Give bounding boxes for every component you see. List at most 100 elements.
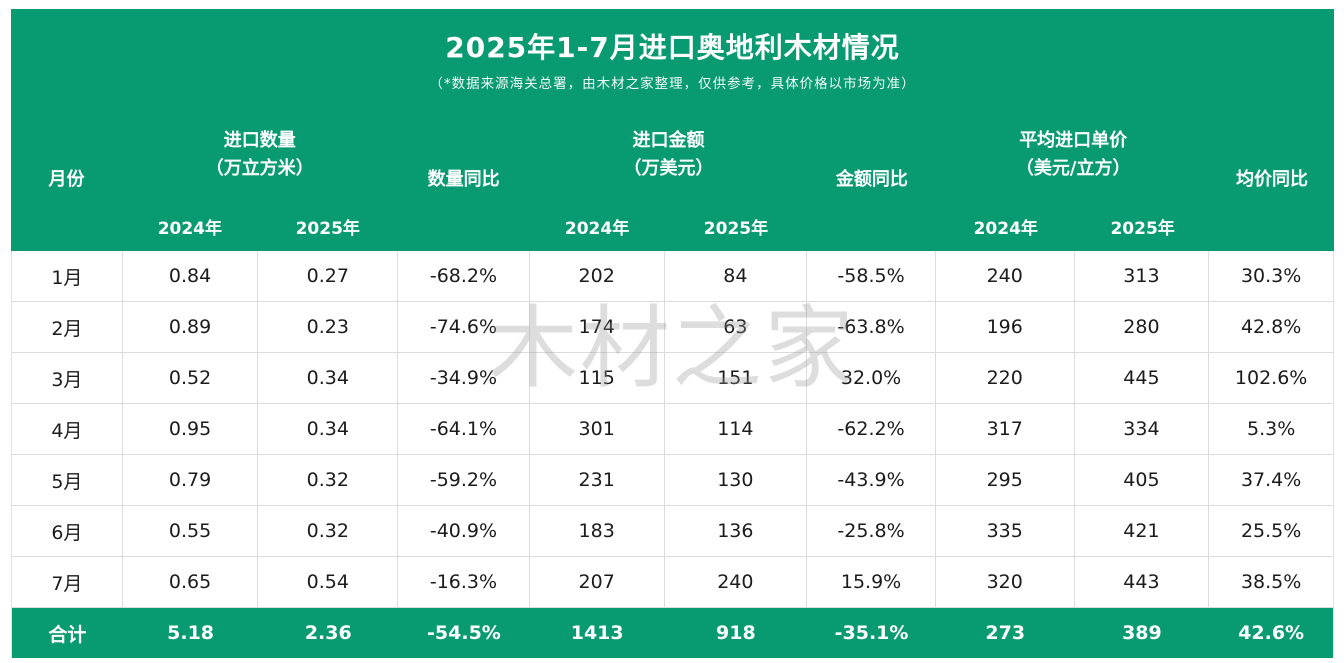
table-row: 3月 0.52 0.34 -34.9% 115 151 32.0% 220 44…	[12, 353, 1333, 404]
cell-price-yoy: 38.5%	[1240, 571, 1302, 593]
cell-price-2024: 317	[936, 404, 1075, 454]
cell-amt-2024: 174	[530, 302, 665, 352]
table-row: 5月 0.79 0.32 -59.2% 231 130 -43.9% 295 4…	[12, 455, 1333, 506]
table-row: 4月 0.95 0.34 -64.1% 301 114 -62.2% 317 3…	[12, 404, 1333, 455]
cell-price-yoy: 42.8%	[1240, 316, 1302, 338]
cell-qty-2025: 0.32	[258, 455, 399, 505]
cell-amt-2025: 136	[665, 506, 808, 556]
cell-month: 5月	[12, 455, 123, 505]
cell-amt-yoy: 32.0%	[807, 353, 936, 403]
cell-qty-2024: 5.18	[167, 622, 215, 644]
page-subtitle: （*数据来源海关总署，由木材之家整理，仅供参考，具体价格以市场为准）	[429, 76, 916, 92]
cell-month: 7月	[12, 557, 123, 607]
table-row: 6月 0.55 0.32 -40.9% 183 136 -25.8% 335 4…	[12, 506, 1333, 557]
cell-amt-2025: 63	[665, 302, 808, 352]
cell-qty-yoy: -64.1%	[398, 404, 530, 454]
cell-month: 6月	[12, 506, 123, 556]
cell-price-yoy: 102.6%	[1234, 367, 1308, 389]
header-price-2025: 2025年	[1110, 218, 1175, 239]
cell-qty-yoy: -68.2%	[398, 251, 530, 301]
cell-qty-2025: 0.54	[258, 557, 399, 607]
cell-qty-yoy: -34.9%	[398, 353, 530, 403]
cell-qty-2024: 0.55	[123, 506, 259, 556]
cell-qty-2025: 2.36	[304, 622, 352, 644]
cell-price-yoy: 37.4%	[1240, 469, 1302, 491]
table-row: 1月 0.84 0.27 -68.2% 202 84 -58.5% 240 31…	[12, 251, 1333, 302]
cell-amt-2025: 114	[665, 404, 808, 454]
cell-qty-2024: 0.65	[123, 557, 259, 607]
cell-amt-yoy: 15.9%	[807, 557, 936, 607]
cell-price-2024: 220	[936, 353, 1075, 403]
import-table: 2025年1-7月进口奥地利木材情况 （*数据来源海关总署，由木材之家整理，仅供…	[11, 9, 1334, 658]
header-import-amount: 进口金额 （万美元）	[530, 109, 808, 201]
cell-qty-2024: 0.79	[123, 455, 259, 505]
cell-price-2025: 445	[1075, 353, 1210, 403]
header-avg-price: 平均进口单价 （美元/立方）	[936, 109, 1210, 201]
cell-amt-2024: 115	[530, 353, 665, 403]
cell-amt-2025: 84	[665, 251, 808, 301]
header-import-quantity-label: 进口数量	[223, 130, 296, 152]
table-row: 2月 0.89 0.23 -74.6% 174 63 -63.8% 196 28…	[12, 302, 1333, 353]
cell-qty-2025: 0.32	[258, 506, 399, 556]
cell-qty-yoy: -40.9%	[398, 506, 530, 556]
header-import-amount-label: 进口金额	[632, 130, 705, 152]
cell-price-2025: 421	[1075, 506, 1210, 556]
cell-qty-yoy: -54.5%	[427, 622, 501, 644]
cell-amt-2024: 207	[530, 557, 665, 607]
cell-amt-2025: 240	[665, 557, 808, 607]
cell-price-2025: 280	[1075, 302, 1210, 352]
cell-month: 3月	[12, 353, 123, 403]
cell-qty-2025: 0.27	[258, 251, 399, 301]
cell-price-2024: 295	[936, 455, 1075, 505]
header-price-2024: 2024年	[973, 218, 1038, 239]
cell-amt-yoy: -62.2%	[807, 404, 936, 454]
cell-price-yoy: 25.5%	[1240, 520, 1302, 542]
header-amt-2025: 2025年	[703, 218, 769, 239]
cell-qty-yoy: -74.6%	[398, 302, 530, 352]
cell-amt-2024: 202	[530, 251, 665, 301]
cell-amt-2024: 183	[530, 506, 665, 556]
cell-price-2024: 320	[936, 557, 1075, 607]
cell-price-2024: 335	[936, 506, 1075, 556]
cell-qty-yoy: -16.3%	[398, 557, 530, 607]
table-header-panel: 2025年1-7月进口奥地利木材情况 （*数据来源海关总署，由木材之家整理，仅供…	[11, 9, 1334, 251]
header-avg-price-label: 平均进口单价	[1019, 130, 1128, 152]
cell-month: 合计	[48, 623, 87, 646]
header-avg-price-yoy: 均价同比	[1236, 169, 1309, 191]
cell-price-2025: 334	[1075, 404, 1210, 454]
cell-price-2024: 196	[936, 302, 1075, 352]
cell-month: 2月	[12, 302, 123, 352]
cell-amt-2024: 301	[530, 404, 665, 454]
cell-amt-yoy: -35.1%	[834, 622, 909, 644]
cell-qty-2024: 0.89	[123, 302, 259, 352]
header-month: 月份	[48, 169, 85, 191]
cell-amt-yoy: -63.8%	[807, 302, 936, 352]
header-avg-price-unit: （美元/立方）	[1015, 158, 1131, 179]
column-headers: 月份 进口数量 （万立方米） 数量同比 进口金额 （万美元） 金额同比 平均进口…	[11, 109, 1334, 251]
cell-price-yoy: 30.3%	[1240, 265, 1302, 287]
cell-qty-yoy: -59.2%	[398, 455, 530, 505]
cell-qty-2025: 0.34	[258, 353, 399, 403]
cell-price-2025: 389	[1122, 622, 1162, 644]
cell-month: 1月	[12, 251, 123, 301]
cell-amt-2025: 151	[665, 353, 808, 403]
cell-amt-2025: 918	[716, 622, 756, 644]
cell-amt-2024: 1413	[570, 622, 624, 644]
cell-price-2024: 273	[985, 622, 1026, 644]
cell-qty-2024: 0.95	[123, 404, 259, 454]
header-quantity-yoy: 数量同比	[427, 169, 500, 191]
header-import-amount-unit: （万美元）	[623, 158, 714, 179]
cell-price-2024: 240	[936, 251, 1075, 301]
page-title: 2025年1-7月进口奥地利木材情况	[445, 31, 900, 64]
cell-amt-yoy: -43.9%	[807, 455, 936, 505]
table-row: 7月 0.65 0.54 -16.3% 207 240 15.9% 320 44…	[12, 557, 1333, 608]
cell-month: 4月	[12, 404, 123, 454]
table-total-row: 合计 5.18 2.36 -54.5% 1413 918 -35.1% 273 …	[12, 608, 1333, 658]
header-amount-yoy: 金额同比	[835, 169, 908, 191]
header-qty-2025: 2025年	[295, 218, 360, 239]
cell-price-yoy: 42.6%	[1238, 622, 1305, 644]
header-import-quantity-unit: （万立方米）	[205, 158, 314, 179]
cell-price-2025: 405	[1075, 455, 1210, 505]
header-import-quantity: 进口数量 （万立方米）	[122, 109, 398, 201]
